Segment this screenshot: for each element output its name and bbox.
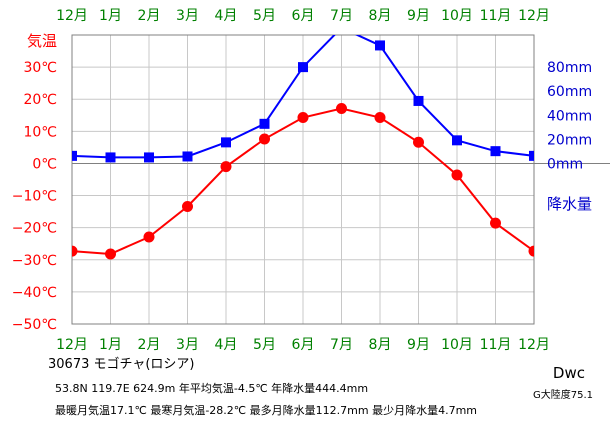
left-tick-label: −10℃ xyxy=(12,189,57,205)
month-label-top: 6月 xyxy=(292,8,315,24)
temperature-point xyxy=(528,245,534,257)
left-tick-label: 20℃ xyxy=(23,92,57,108)
temperature-point xyxy=(451,169,463,181)
station-stats-line-1: 53.8N 119.7E 624.9m 年平均気温-4.5℃ 年降水量444.4… xyxy=(55,382,369,395)
precipitation-point xyxy=(298,62,308,73)
chart-labels: 12月 12月 1月 1月 2月 2月 3月 3月 4月 4月 5月 5月 6月 6月 7月 7月 8月 8月 9月… xyxy=(12,8,592,353)
month-label-top: 10月 xyxy=(441,8,473,24)
precipitation-point xyxy=(529,150,534,161)
precipitation-point xyxy=(144,152,154,163)
month-label-top: 9月 xyxy=(407,8,430,24)
station-stats-line-2: 最暖月気温17.1℃ 最寒月気温-28.2℃ 最多月降水量112.7mm 最少月… xyxy=(55,404,477,417)
month-label-top: 5月 xyxy=(253,8,276,24)
precipitation-point xyxy=(490,146,501,157)
right-tick-label: 80mm xyxy=(547,60,592,76)
month-label-top: 12月 xyxy=(518,8,550,24)
temperature-point xyxy=(374,112,386,124)
temperature-point xyxy=(336,103,347,115)
month-label-bottom: 9月 xyxy=(407,337,430,353)
temperature-point xyxy=(143,231,155,243)
month-label-bottom: 11月 xyxy=(480,337,512,353)
month-label-top: 4月 xyxy=(215,8,238,24)
month-label-bottom: 12月 xyxy=(56,337,88,353)
month-label-top: 12月 xyxy=(56,8,88,24)
right-tick-label: 0mm xyxy=(547,156,583,172)
precipitation-point xyxy=(105,152,116,163)
chart-axes xyxy=(71,34,610,325)
chart-grid xyxy=(72,35,534,324)
right-tick-label: 60mm xyxy=(547,84,592,100)
precipitation-point xyxy=(72,150,77,161)
precipitation-point xyxy=(337,23,347,33)
month-label-top: 3月 xyxy=(176,8,199,24)
left-tick-label: −30℃ xyxy=(12,253,57,269)
temperature-point xyxy=(105,248,116,260)
continentality-index: G大陸度75.1 xyxy=(532,390,593,401)
month-label-top: 1月 xyxy=(99,8,122,24)
month-label-top: 11月 xyxy=(480,8,512,24)
precipitation-point xyxy=(221,137,231,148)
temperature-point xyxy=(259,133,270,145)
month-label-bottom: 12月 xyxy=(518,337,550,353)
left-tick-label: 0℃ xyxy=(32,156,57,172)
right-tick-label: 40mm xyxy=(547,108,592,124)
month-label-bottom: 2月 xyxy=(138,337,161,353)
month-label-bottom: 7月 xyxy=(330,337,353,353)
month-label-bottom: 5月 xyxy=(253,337,276,353)
left-axis-label: 気温 xyxy=(27,32,57,50)
temperature-point xyxy=(182,200,193,212)
month-label-top: 8月 xyxy=(369,8,392,24)
precipitation-series xyxy=(72,23,534,163)
month-label-top: 2月 xyxy=(138,8,161,24)
temperature-point xyxy=(72,245,78,257)
left-tick-label: −50℃ xyxy=(12,317,57,333)
precipitation-point xyxy=(413,95,424,106)
left-tick-label: −40℃ xyxy=(12,285,57,301)
month-label-bottom: 1月 xyxy=(99,337,122,353)
month-label-top: 7月 xyxy=(330,8,353,24)
climate-classification: Dwc xyxy=(552,364,585,382)
plot-frame xyxy=(71,34,535,325)
right-axis-label: 降水量 xyxy=(547,195,592,213)
temperature-series xyxy=(72,103,534,260)
precipitation-point xyxy=(375,40,385,51)
month-label-bottom: 10月 xyxy=(441,337,473,353)
precipitation-point xyxy=(452,135,462,146)
precipitation-point xyxy=(259,118,270,129)
month-label-bottom: 4月 xyxy=(215,337,238,353)
precipitation-point xyxy=(182,151,193,162)
temperature-point xyxy=(220,161,232,173)
left-tick-label: 10℃ xyxy=(23,124,57,140)
month-label-bottom: 6月 xyxy=(292,337,315,353)
month-label-bottom: 8月 xyxy=(369,337,392,353)
temperature-point xyxy=(413,136,424,148)
right-tick-label: 20mm xyxy=(547,132,592,148)
left-tick-label: 30℃ xyxy=(23,60,57,76)
station-name: 30673 モゴチャ(ロシア) xyxy=(48,357,195,372)
temperature-point xyxy=(490,217,501,229)
month-label-bottom: 3月 xyxy=(176,337,199,353)
left-tick-label: −20℃ xyxy=(12,221,57,237)
temperature-point xyxy=(297,112,309,124)
